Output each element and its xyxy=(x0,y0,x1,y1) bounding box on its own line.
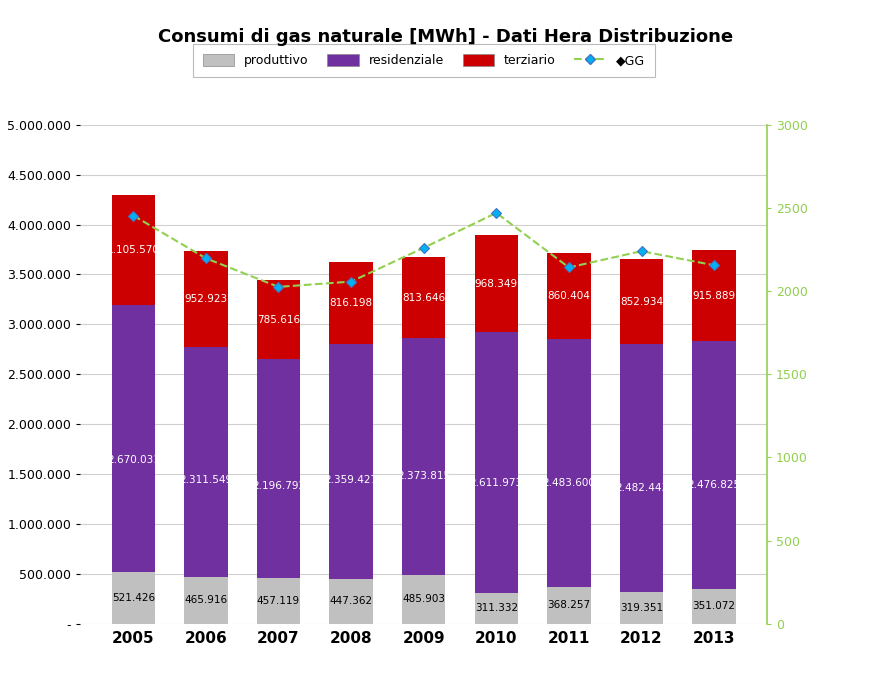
Text: 319.351: 319.351 xyxy=(620,603,663,613)
Bar xyxy=(257,578,301,624)
Text: 2.482.443: 2.482.443 xyxy=(615,483,668,493)
Bar xyxy=(692,588,736,624)
Text: 311.332: 311.332 xyxy=(475,603,518,613)
Text: 351.072: 351.072 xyxy=(692,602,736,611)
Bar xyxy=(329,262,373,344)
Text: 2.359.427: 2.359.427 xyxy=(325,475,377,485)
Text: 485.903: 485.903 xyxy=(402,595,445,604)
Bar xyxy=(112,572,155,624)
Bar xyxy=(547,253,591,339)
GG xyxy=(418,244,429,252)
Bar xyxy=(112,305,155,572)
Text: 2.670.031: 2.670.031 xyxy=(107,455,160,465)
Text: 785.616: 785.616 xyxy=(257,315,300,324)
Bar xyxy=(475,593,518,624)
Text: 2.483.600: 2.483.600 xyxy=(542,478,595,488)
Bar xyxy=(184,346,227,577)
Bar xyxy=(692,250,736,342)
Bar xyxy=(184,252,227,346)
Text: 915.889: 915.889 xyxy=(692,291,736,301)
Text: 2.373.815: 2.373.815 xyxy=(397,471,450,481)
Bar xyxy=(620,259,664,344)
Bar xyxy=(620,344,664,592)
GG xyxy=(128,211,138,220)
Text: 2.196.792: 2.196.792 xyxy=(252,481,305,491)
Text: 968.349: 968.349 xyxy=(475,279,518,289)
Text: 860.404: 860.404 xyxy=(548,291,591,301)
Text: 952.923: 952.923 xyxy=(185,294,227,304)
GG xyxy=(491,209,501,217)
Bar xyxy=(402,575,445,624)
Bar xyxy=(112,195,155,305)
Text: Consumi di gas naturale [MWh] - Dati Hera Distribuzione: Consumi di gas naturale [MWh] - Dati Her… xyxy=(159,28,733,46)
Bar xyxy=(692,342,736,588)
GG xyxy=(201,254,211,263)
GG xyxy=(564,263,574,272)
Bar xyxy=(402,338,445,575)
GG xyxy=(346,277,357,286)
Bar xyxy=(402,257,445,338)
Text: 2.311.549: 2.311.549 xyxy=(179,475,233,485)
Text: 813.646: 813.646 xyxy=(402,292,445,303)
Bar xyxy=(475,236,518,332)
Text: 457.119: 457.119 xyxy=(257,596,300,606)
Bar xyxy=(547,587,591,624)
Text: 852.934: 852.934 xyxy=(620,297,663,306)
Line: GG: GG xyxy=(129,209,718,291)
Text: 2.611.973: 2.611.973 xyxy=(470,478,523,488)
GG xyxy=(709,261,720,270)
Text: 465.916: 465.916 xyxy=(185,595,227,606)
Bar xyxy=(184,577,227,624)
Bar xyxy=(620,592,664,624)
Bar xyxy=(329,344,373,579)
Bar xyxy=(329,579,373,624)
Text: 368.257: 368.257 xyxy=(548,600,591,611)
Text: 447.362: 447.362 xyxy=(329,597,373,606)
Bar xyxy=(475,332,518,593)
GG xyxy=(636,247,647,255)
Bar xyxy=(547,339,591,587)
Legend: produttivo, residenziale, terziario, ◆GG: produttivo, residenziale, terziario, ◆GG xyxy=(193,44,655,78)
Bar xyxy=(257,359,301,578)
Bar xyxy=(257,281,301,359)
GG xyxy=(273,283,284,291)
Text: 1.105.570: 1.105.570 xyxy=(107,245,160,255)
Text: 521.426: 521.426 xyxy=(112,593,155,603)
Text: 2.476.825: 2.476.825 xyxy=(688,480,740,490)
Text: 816.198: 816.198 xyxy=(329,298,373,308)
